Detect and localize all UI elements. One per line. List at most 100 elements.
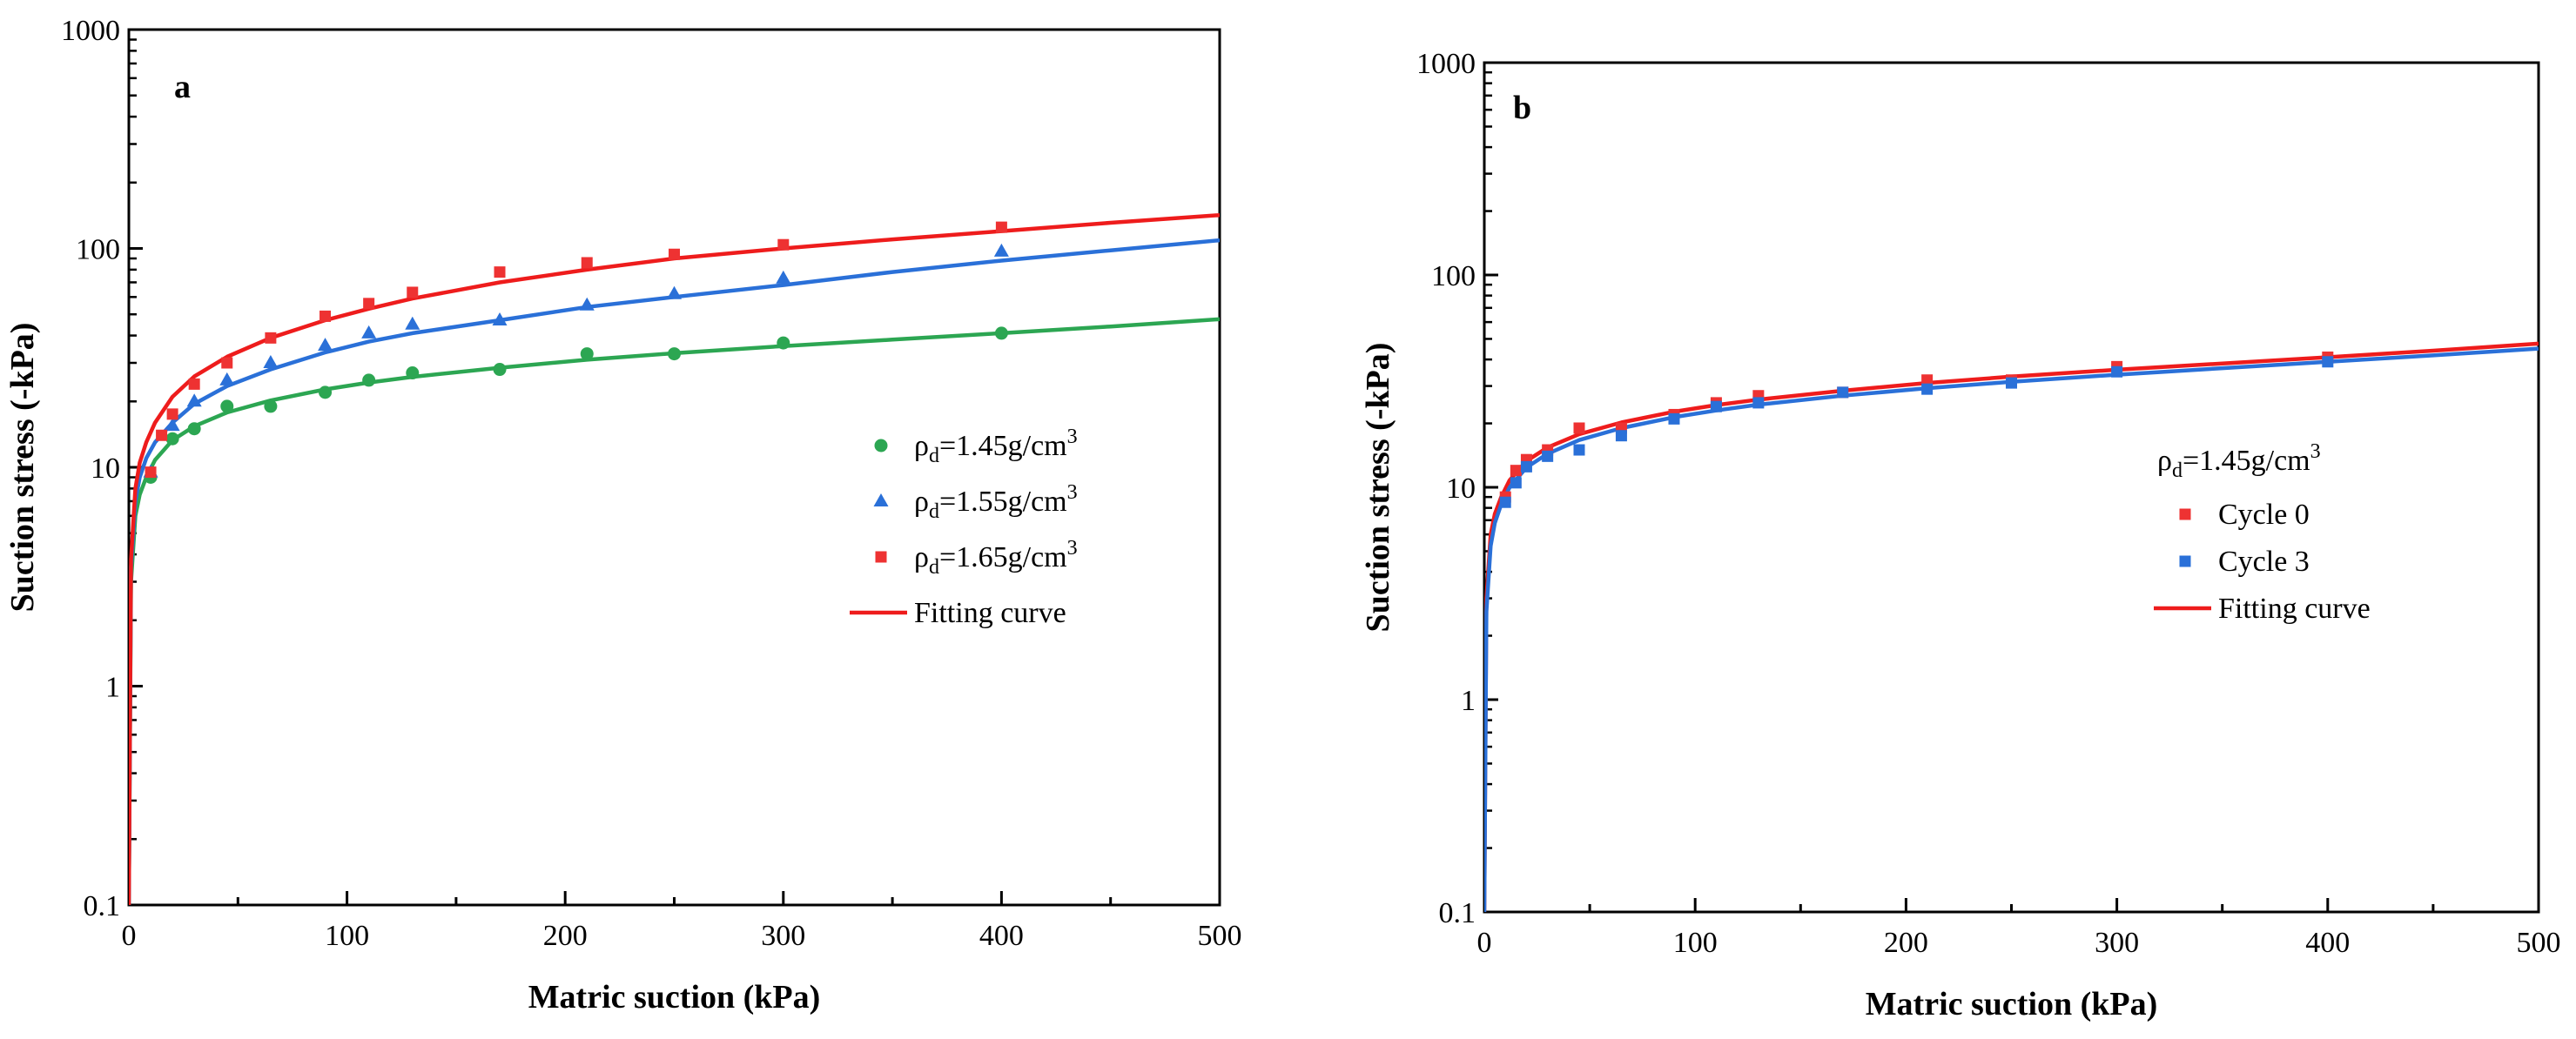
data-point — [493, 363, 507, 377]
data-point — [186, 393, 202, 407]
data-point — [361, 325, 377, 339]
data-point — [1921, 383, 1934, 395]
data-point — [265, 332, 277, 344]
data-point — [406, 366, 420, 380]
x-tick-label: 500 — [2517, 927, 2561, 959]
data-point — [2179, 555, 2191, 567]
data-point — [2111, 365, 2123, 378]
y-axis-label: Suction stress (-kPa) — [1360, 343, 1396, 633]
data-point — [1837, 386, 1849, 399]
data-point — [220, 399, 234, 413]
data-point — [494, 266, 506, 278]
data-point — [1510, 477, 1522, 489]
y-tick-label: 10 — [1446, 473, 1476, 505]
data-point — [1542, 450, 1554, 462]
data-point — [669, 248, 680, 260]
data-point — [777, 336, 790, 350]
x-axis-label: Matric suction (kPa) — [528, 979, 821, 1016]
data-point — [165, 432, 179, 446]
data-point — [407, 286, 419, 298]
legend-label: Cycle 0 — [2218, 499, 2310, 531]
data-point — [1668, 412, 1680, 425]
data-point — [1615, 430, 1627, 442]
data-point — [1921, 374, 1934, 386]
fit-curve — [1484, 346, 2539, 912]
data-point — [2006, 377, 2017, 389]
x-tick-label: 100 — [325, 920, 369, 952]
data-point — [580, 347, 594, 361]
data-point — [1573, 422, 1585, 434]
data-point — [156, 429, 168, 441]
x-tick-label: 200 — [543, 920, 588, 952]
x-tick-label: 0 — [122, 920, 137, 952]
y-tick-label: 100 — [76, 234, 120, 266]
data-point — [874, 439, 888, 452]
y-tick-label: 1000 — [1416, 48, 1476, 80]
legend-label: ρd=1.45g/cm3 — [2157, 440, 2321, 482]
data-point — [187, 422, 201, 436]
data-point — [873, 493, 889, 506]
data-point — [1752, 397, 1765, 409]
legend-label: ρd=1.55g/cm3 — [914, 481, 1078, 523]
data-point — [362, 373, 376, 387]
fit-curve — [1484, 341, 2539, 912]
data-point — [363, 298, 375, 310]
data-point — [492, 312, 508, 325]
data-point — [777, 238, 790, 251]
x-tick-label: 500 — [1198, 920, 1242, 952]
data-point — [581, 257, 593, 269]
plot-frame — [1483, 61, 2540, 914]
data-point — [319, 310, 332, 322]
legend-label: Cycle 3 — [2218, 546, 2310, 578]
data-point — [993, 243, 1009, 257]
data-point — [263, 355, 279, 369]
y-tick-label: 0.1 — [84, 890, 121, 922]
legend-label: ρd=1.45g/cm3 — [914, 426, 1078, 467]
data-point — [318, 338, 333, 352]
data-point — [2322, 356, 2334, 368]
data-point — [165, 418, 180, 432]
data-point — [1573, 444, 1585, 456]
data-point — [1520, 460, 1532, 473]
panel-label: a — [174, 69, 191, 105]
data-point — [776, 270, 791, 284]
data-point — [188, 378, 200, 390]
x-tick-label: 0 — [1477, 927, 1492, 959]
data-point — [2179, 508, 2191, 520]
legend: ρd=1.45g/cm3 Cycle 0 Cycle 3 Fitting curve — [2154, 440, 2371, 625]
x-tick-label: 100 — [1673, 927, 1718, 959]
x-tick-label: 400 — [979, 920, 1024, 952]
legend-label: ρd=1.65g/cm3 — [914, 537, 1078, 579]
plot-frame — [127, 28, 1221, 907]
y-tick-label: 100 — [1431, 260, 1476, 292]
y-tick-label: 10 — [91, 452, 120, 485]
y-tick-label: 1000 — [61, 15, 120, 47]
data-point — [1710, 400, 1722, 412]
data-point — [668, 347, 681, 361]
panel-a: 0 100 200 300 400 500 0.1 1 10 100 1000 Matric suct… — [4, 15, 1242, 1016]
data-point — [875, 551, 887, 563]
data-point — [264, 399, 278, 413]
data-point — [221, 357, 233, 369]
data-point — [995, 221, 1007, 233]
x-tick-label: 300 — [2095, 927, 2139, 959]
x-tick-label: 400 — [2305, 927, 2350, 959]
data-point — [219, 372, 235, 385]
data-point — [1499, 496, 1511, 508]
data-point — [1510, 465, 1522, 477]
panel-label: b — [1513, 90, 1531, 126]
legend: ρd=1.45g/cm3 ρd=1.55g/cm3 ρd=1.65g/cm3 Fitt… — [850, 426, 1078, 629]
data-point — [405, 316, 420, 330]
panel-b: 0 100 200 300 400 500 0.1 1 10 100 1000 Matric suct… — [1360, 48, 2561, 1022]
data-point — [994, 326, 1008, 340]
data-point — [145, 466, 157, 479]
y-tick-label: 0.1 — [1439, 897, 1476, 929]
legend-label: Fitting curve — [914, 597, 1066, 629]
fit-curve — [129, 238, 1220, 905]
data-point — [166, 408, 178, 420]
x-tick-label: 200 — [1884, 927, 1928, 959]
data-point — [667, 285, 682, 299]
y-axis-label: Suction stress (-kPa) — [4, 323, 41, 613]
legend-label: Fitting curve — [2218, 593, 2371, 625]
